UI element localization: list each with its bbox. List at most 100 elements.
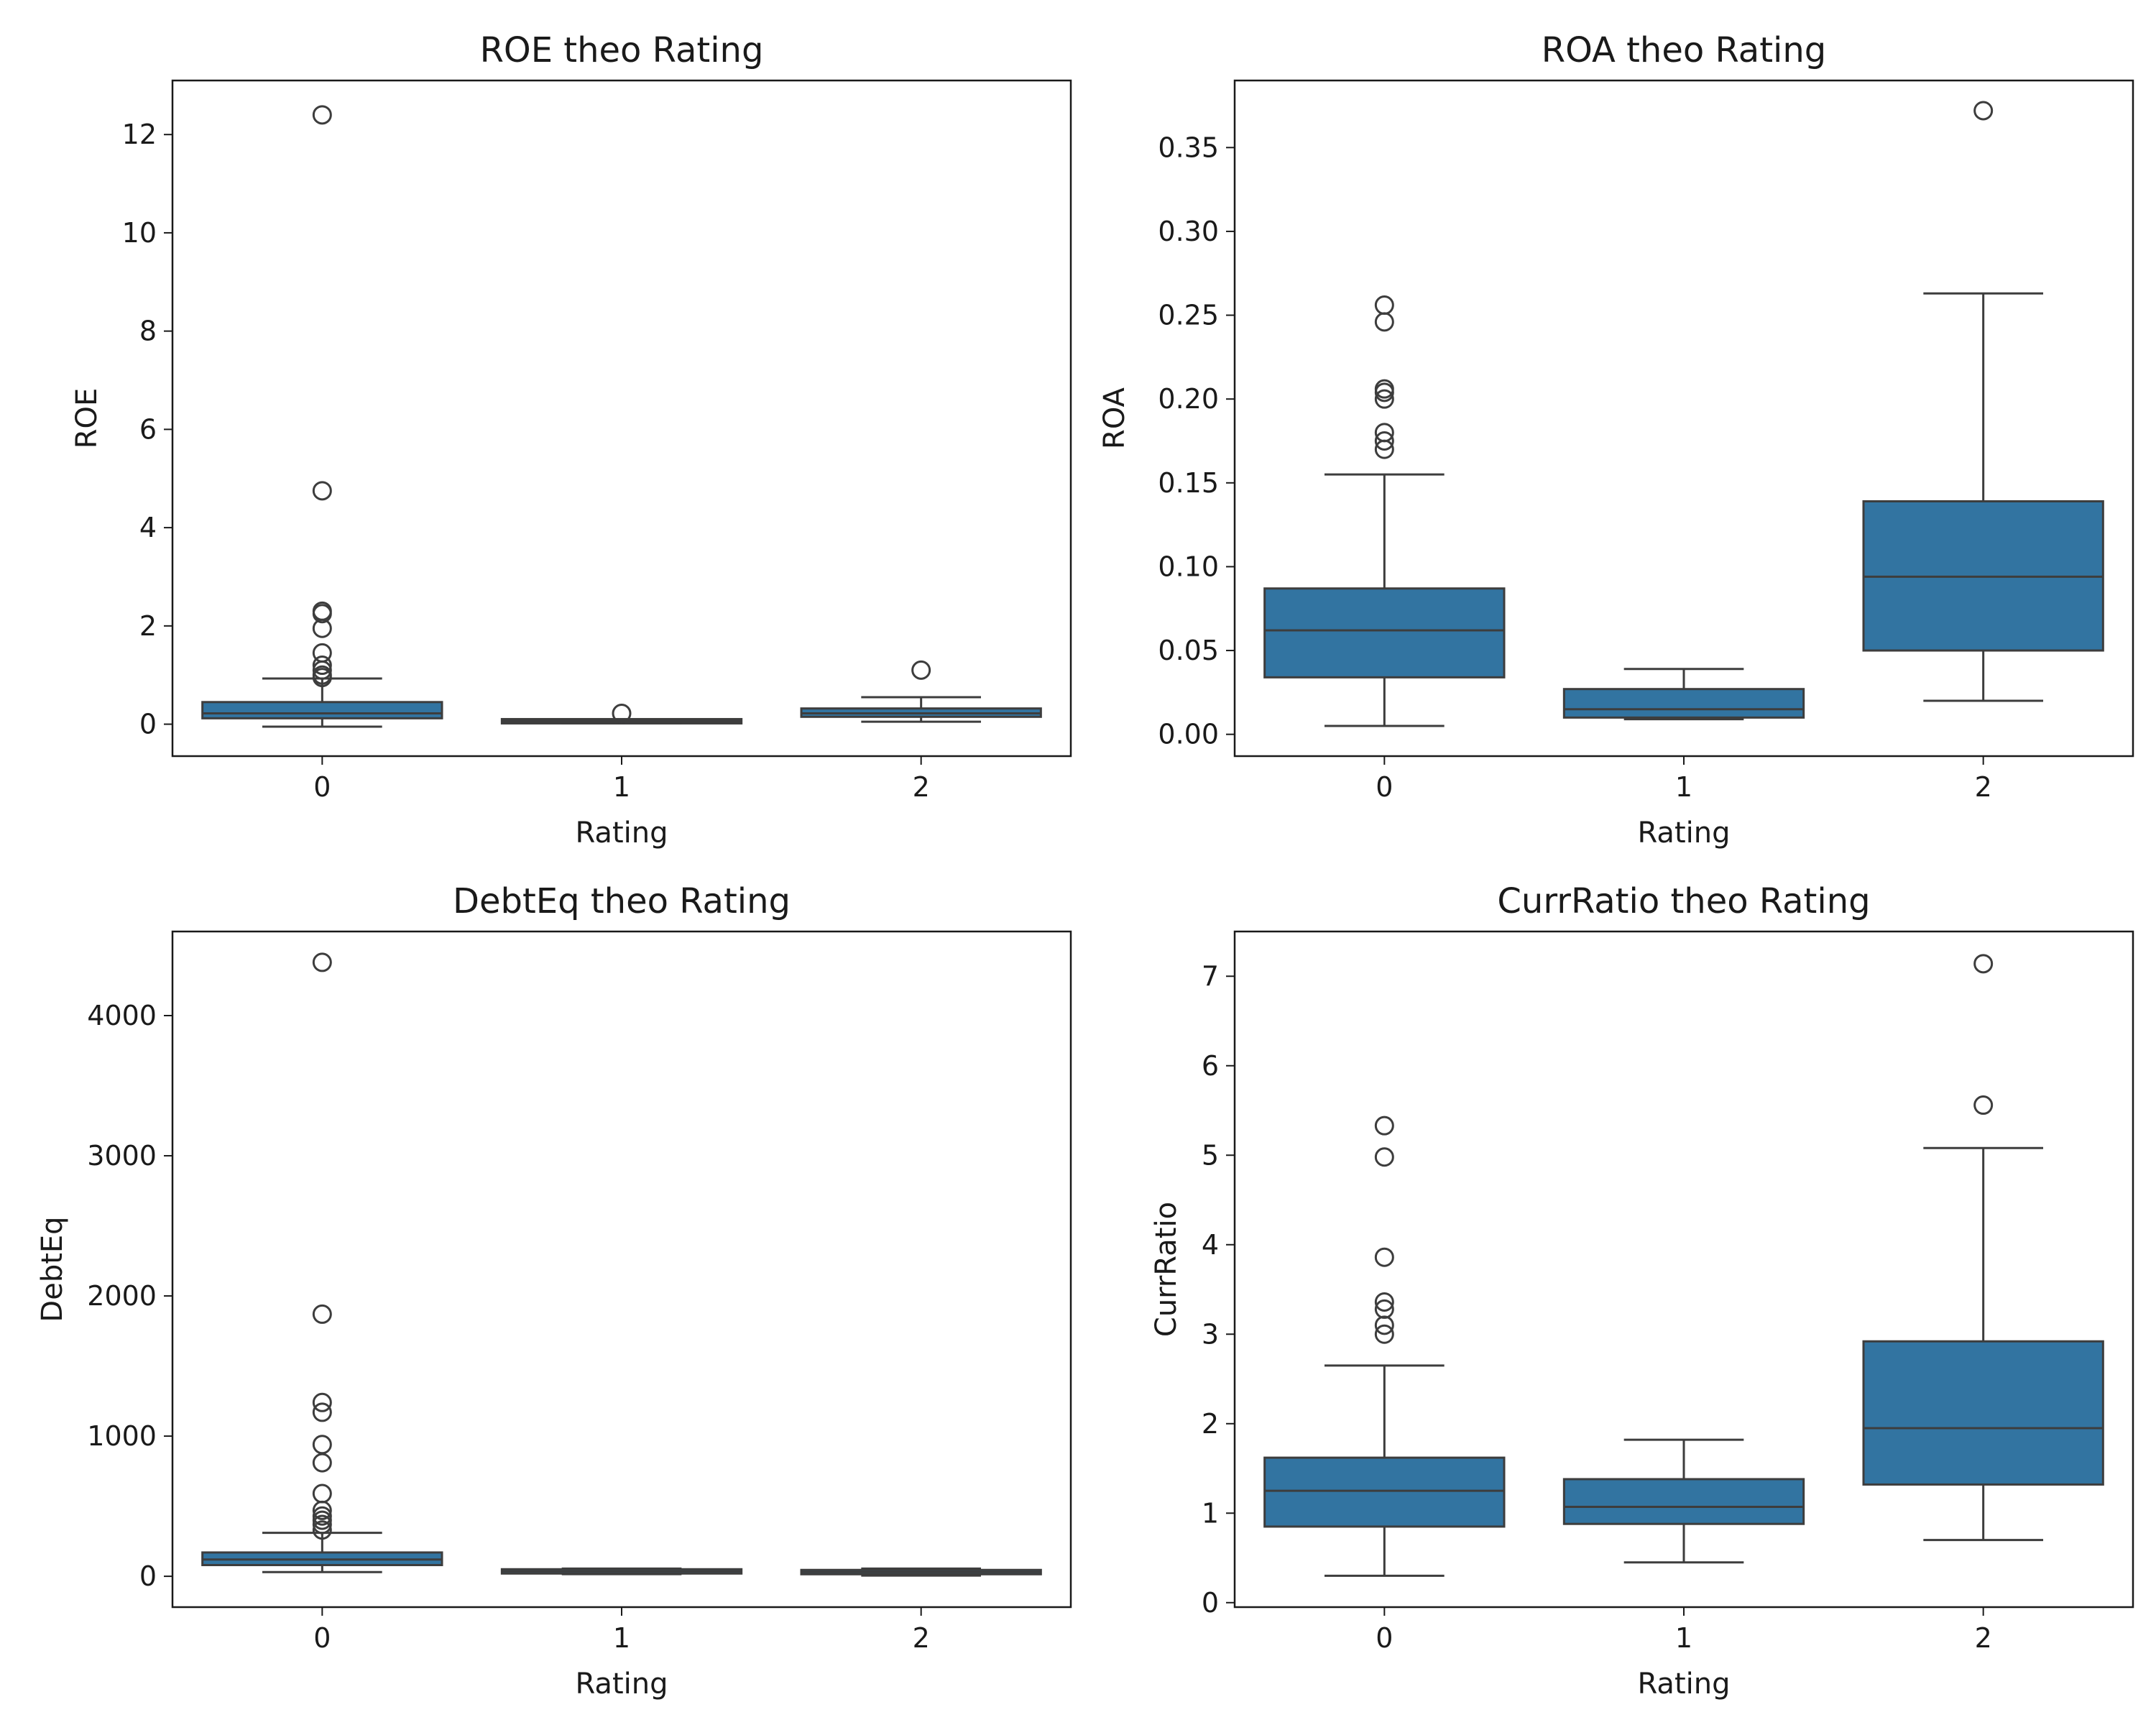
y-tick-label: 8	[139, 316, 157, 347]
outlier-point	[1973, 954, 1994, 974]
outlier-point	[312, 618, 332, 638]
y-tick-label: 0.05	[1158, 635, 1219, 666]
outlier-point	[1374, 1324, 1394, 1344]
box-0	[201, 952, 443, 1573]
outlier-point	[1374, 431, 1394, 451]
x-axis-label: Rating	[1638, 816, 1731, 850]
outlier-point	[911, 660, 931, 680]
outlier-point	[312, 1402, 332, 1422]
y-tick-label: 2000	[87, 1280, 157, 1312]
box-2	[1862, 101, 2104, 702]
panel-2: 0 1000 2000 3000 4000 0 1 2 DebtEq theo Rating Ra…	[36, 881, 1072, 1701]
outlier-point	[312, 481, 332, 501]
outlier-point	[312, 656, 332, 676]
y-tick-label: 0	[139, 1560, 157, 1592]
iqr-box	[1562, 688, 1805, 719]
y-tick-label: 10	[122, 217, 157, 249]
y-tick-label: 4	[139, 512, 157, 543]
y-tick-label: 6	[1202, 1050, 1219, 1082]
x-tick-label: 1	[613, 771, 630, 803]
outlier-point	[312, 1435, 332, 1455]
y-tick-label: 1000	[87, 1420, 157, 1452]
outlier-point	[312, 604, 332, 624]
y-tick-label: 0.25	[1158, 300, 1219, 331]
y-tick-label: 0.20	[1158, 383, 1219, 415]
box-1	[500, 1567, 743, 1576]
iqr-box	[201, 701, 443, 719]
x-tick-label: 2	[1975, 1622, 1992, 1654]
y-tick-label: 3	[1202, 1318, 1219, 1350]
y-axis-label: ROA	[1098, 387, 1131, 449]
y-axis-label: ROE	[70, 388, 103, 449]
outlier-point	[1973, 1095, 1994, 1116]
y-tick-label: 2	[1202, 1408, 1219, 1440]
box-0	[1263, 295, 1506, 727]
iqr-box	[1562, 1478, 1805, 1525]
chart-title: DebtEq theo Rating	[453, 881, 791, 921]
box-1	[1562, 668, 1805, 721]
outlier-point	[312, 1510, 332, 1530]
box-2	[800, 660, 1042, 723]
panel-1: 0.00 0.05 0.10 0.15 0.20 0.25 0.30 0.35 0 1 2 ROA t…	[1098, 30, 2134, 850]
outlier-point	[312, 1514, 332, 1535]
outlier-point	[1374, 382, 1394, 402]
y-tick-label: 12	[122, 119, 157, 150]
outlier-point	[312, 1392, 332, 1412]
outlier-point	[1973, 101, 1994, 121]
outlier-point	[312, 668, 332, 688]
outlier-point	[1374, 1116, 1394, 1136]
outlier-point	[312, 952, 332, 972]
y-tick-label: 0	[1202, 1587, 1219, 1619]
iqr-box	[1862, 1340, 2104, 1486]
x-tick-label: 0	[1376, 771, 1393, 803]
outlier-point	[312, 1453, 332, 1473]
outlier-point	[1374, 295, 1394, 316]
x-tick-label: 1	[613, 1622, 630, 1654]
y-tick-label: 0	[139, 709, 157, 740]
outlier-point	[1374, 1292, 1394, 1312]
x-tick-label: 0	[1376, 1622, 1393, 1654]
plot-frame	[1233, 79, 2134, 758]
y-tick-label: 0.35	[1158, 132, 1219, 163]
x-tick-label: 0	[313, 771, 331, 803]
x-tick-label: 2	[913, 1622, 930, 1654]
y-tick-label: 2	[139, 610, 157, 642]
y-tick-label: 4	[1202, 1229, 1219, 1261]
outlier-point	[1374, 1315, 1394, 1335]
box-0	[201, 105, 443, 728]
y-tick-label: 0.10	[1158, 551, 1219, 582]
plot-frame	[171, 79, 1072, 758]
outlier-point	[1374, 439, 1394, 459]
outlier-point	[312, 105, 332, 125]
outlier-point	[1374, 1299, 1394, 1319]
box-2	[1862, 954, 2104, 1542]
box-1	[500, 704, 743, 724]
outlier-point	[312, 1304, 332, 1324]
outlier-point	[1374, 312, 1394, 332]
y-axis-label: DebtEq	[36, 1216, 69, 1322]
panel-3: 0 1 2 3 4 5 6 7 0 1 2 CurrRatio theo Rating Rating Cu…	[1150, 881, 2134, 1701]
x-axis-label: Rating	[1638, 1668, 1731, 1701]
x-axis-label: Rating	[576, 816, 668, 850]
y-tick-label: 3000	[87, 1140, 157, 1172]
y-tick-label: 5	[1202, 1139, 1219, 1171]
x-tick-label: 2	[913, 771, 930, 803]
x-tick-label: 0	[313, 1622, 331, 1654]
y-tick-label: 0.15	[1158, 467, 1219, 499]
outlier-point	[312, 1500, 332, 1520]
outlier-point	[612, 704, 632, 724]
outlier-point	[1374, 1247, 1394, 1267]
chart-title: ROA theo Rating	[1542, 30, 1827, 70]
y-tick-label: 6	[139, 413, 157, 445]
outlier-point	[1374, 1147, 1394, 1167]
y-tick-label: 4000	[87, 1000, 157, 1031]
y-axis-label: CurrRatio	[1150, 1202, 1183, 1337]
plot-frame	[1233, 930, 2134, 1609]
iqr-box	[1263, 587, 1506, 678]
box-0	[1263, 1116, 1506, 1577]
y-tick-label: 0.00	[1158, 719, 1219, 750]
box-1	[1562, 1438, 1805, 1564]
x-tick-label: 2	[1975, 771, 1992, 803]
